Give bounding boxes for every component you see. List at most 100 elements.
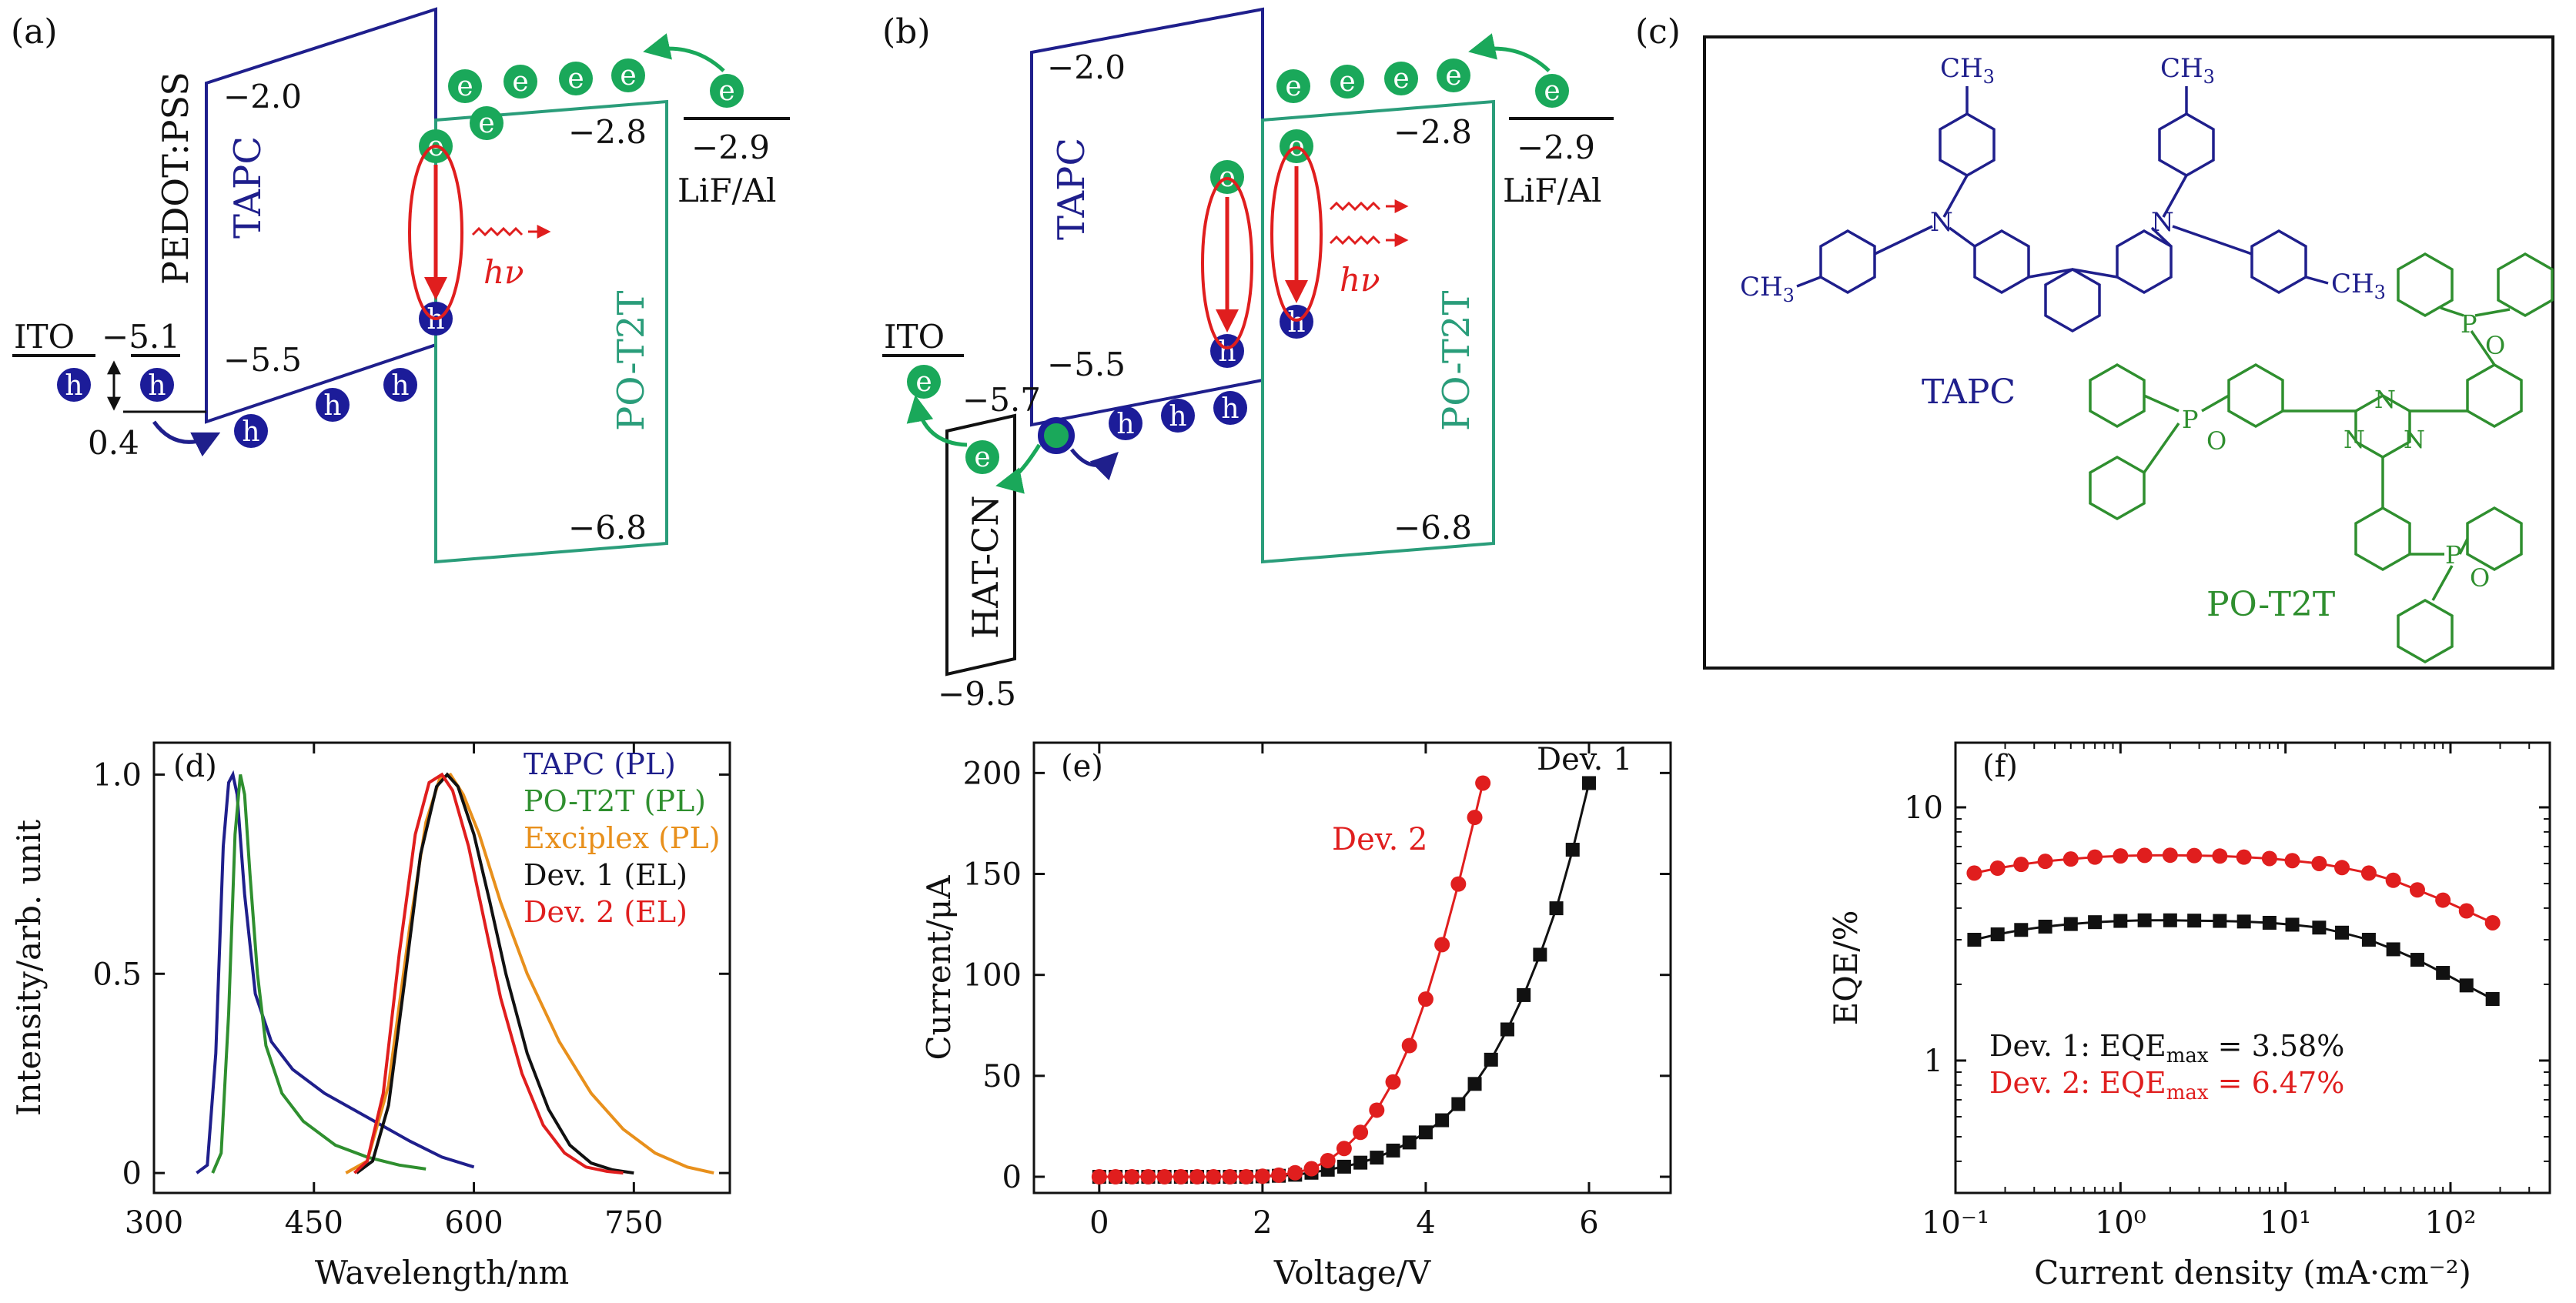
tapc-bond	[2150, 226, 2173, 248]
data-point	[2236, 914, 2251, 929]
phenyl-ring	[2089, 455, 2146, 521]
ch3-text: CH	[2160, 53, 2203, 84]
ch3-text: CH	[1940, 53, 1983, 84]
electron-circle	[1330, 65, 1364, 99]
tapc-bond	[2172, 225, 2253, 256]
panel-c-label: (c)	[1635, 12, 1681, 52]
data-point	[1417, 991, 1434, 1007]
lifal-label: LiF/Al	[1503, 172, 1601, 209]
annotation-text: Dev. 1: EQE	[1989, 1029, 2166, 1063]
aryl-ring-left	[2227, 363, 2284, 429]
series-line	[353, 772, 624, 1175]
tapc-ring-inner-left	[1973, 229, 2030, 295]
ito-label: ITO	[884, 318, 945, 356]
electron-circle	[1276, 69, 1310, 103]
data-point	[1581, 776, 1596, 790]
hole-symbol: h	[1116, 409, 1134, 440]
electron-symbol: e	[1393, 63, 1409, 95]
data-point	[2113, 848, 2129, 864]
data-point	[2485, 992, 2500, 1007]
phenyl-ring	[2497, 252, 2554, 318]
y-tick-label: 1.0	[92, 757, 142, 793]
nitrogen-atom: N	[2151, 207, 2174, 238]
ito-electron-arrow	[906, 395, 968, 447]
tapc-ring-left	[1819, 229, 1876, 295]
pedot-label: PEDOT:PSS	[155, 72, 196, 285]
eqe-annotation: Dev. 1: EQEmax = 3.58%	[1989, 1029, 2344, 1067]
phenyl-ring	[2466, 506, 2523, 572]
potzt-bond	[2474, 308, 2511, 317]
electron-symbol: e	[1339, 66, 1355, 98]
data-point	[2037, 854, 2053, 870]
ch3-label: CH3	[2160, 53, 2215, 88]
hole-circle	[383, 368, 417, 402]
electron-symbol: e	[457, 71, 473, 102]
y-tick-label: 0.5	[92, 957, 142, 992]
data-point	[2385, 872, 2401, 888]
hole-generation-arrow	[1070, 448, 1119, 481]
x-axis-label: Current density (mA·cm⁻²)	[2034, 1254, 2471, 1291]
oxygen-atom: O	[2485, 331, 2505, 360]
exciplex-loop-tapc	[1201, 177, 1253, 349]
data-point	[2311, 855, 2327, 871]
legend-entry: Exciplex (PL)	[524, 821, 721, 855]
annotation-text: Dev. 2: EQE	[1989, 1066, 2166, 1100]
data-point	[1238, 1169, 1254, 1185]
potzt-layer-label: PO-T2T	[1435, 291, 1478, 431]
structure-frame	[1703, 35, 2554, 670]
y-tick-label: 0	[122, 1156, 142, 1191]
electron-symbol: e	[1544, 75, 1560, 107]
hole-particles-a: h h h h h h	[57, 302, 453, 448]
legend-entry: Dev. 2 (EL)	[524, 895, 687, 929]
data-point	[2484, 914, 2501, 930]
data-point	[1222, 1169, 1238, 1185]
potzt-bond	[2201, 394, 2230, 413]
x-tick-label: 600	[444, 1205, 503, 1241]
tapc-bond	[2305, 276, 2329, 285]
data-point	[2087, 849, 2103, 865]
tapc-homo-value: −5.5	[1047, 346, 1126, 383]
data-point	[1565, 843, 1580, 857]
electron-circle	[448, 69, 482, 103]
data-point	[1091, 1169, 1107, 1185]
ch3-label: CH3	[2331, 269, 2386, 303]
data-point	[2261, 850, 2277, 867]
tapc-ring-top-right	[2158, 112, 2215, 178]
data-point	[1156, 1169, 1173, 1185]
tapc-atom-labels: CH3 CH3 CH3 CH3 N N	[1740, 53, 2386, 306]
chart-d-emission-spectra: (d) 300 450 600 750 0 0.5 1.0 Wavelength/nm Inten…	[10, 741, 731, 1291]
data-point	[2409, 882, 2425, 898]
y-tick-label: 200	[963, 756, 1022, 791]
potzt-bond	[2143, 394, 2180, 413]
nitrogen-atom: N	[2374, 385, 2396, 414]
x-tick-label: 2	[1253, 1205, 1272, 1241]
chart-f-eqe-current-density: (f) 10⁻¹ 10⁰ 10¹ 10² 1 10 Current density (mA·c…	[1827, 741, 2551, 1291]
data-point	[2162, 847, 2178, 864]
data-point	[1353, 1155, 1368, 1170]
ch3-label: CH3	[1940, 53, 1995, 88]
data-point	[2386, 942, 2400, 957]
x-tick-label: 450	[285, 1205, 343, 1241]
x-tick-label: 300	[125, 1205, 183, 1241]
data-point	[1549, 901, 1564, 916]
hole-symbol: h	[65, 370, 82, 402]
ch3-text: CH	[2331, 269, 2374, 299]
data-point	[1500, 1022, 1514, 1037]
plot-frame	[1032, 741, 1672, 1194]
photon-label: hν	[483, 253, 524, 291]
y-axis-label: Intensity/arb. unit	[10, 820, 48, 1116]
data-point	[1517, 987, 1531, 1002]
series-line	[211, 773, 427, 1174]
tapc-molecule	[1796, 86, 2329, 333]
data-point	[1475, 775, 1491, 791]
series-line	[345, 772, 714, 1175]
series-line	[1974, 919, 2494, 1001]
potzt-bond	[2431, 565, 2454, 601]
tapc-bond	[2028, 268, 2073, 279]
data-point	[1966, 865, 1982, 881]
tapc-lumo-value: −2.0	[1047, 48, 1126, 86]
plot-frame	[152, 741, 731, 1194]
data-point	[1484, 1052, 1498, 1067]
data-point	[2285, 917, 2300, 932]
hole-symbol: h	[391, 370, 409, 402]
